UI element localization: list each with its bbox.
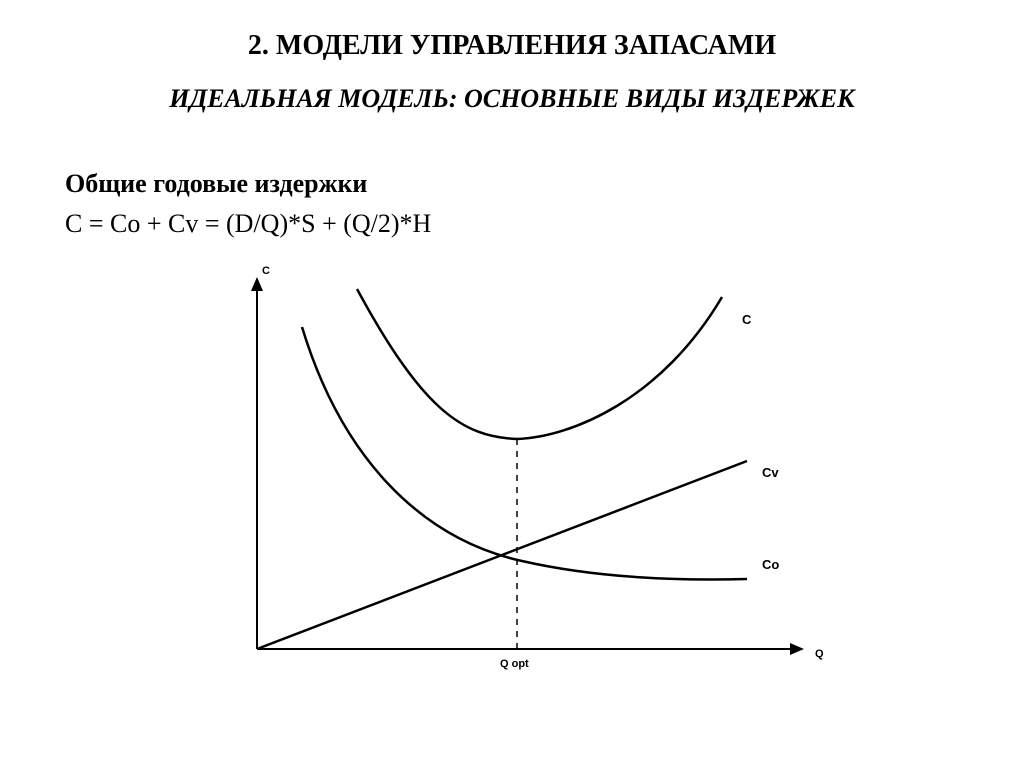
cost-chart: C Q Q opt C Cv Co — [162, 259, 862, 689]
body-heading: Общие годовые издержки — [50, 169, 974, 199]
svg-text:Cv: Cv — [762, 465, 779, 480]
formula-text: C = Co + Cv = (D/Q)*S + (Q/2)*H — [50, 209, 974, 239]
page-subtitle: ИДЕАЛЬНАЯ МОДЕЛЬ: ОСНОВНЫЕ ВИДЫ ИЗДЕРЖЕК — [50, 84, 974, 114]
svg-text:C: C — [262, 265, 270, 277]
chart-container: C Q Q opt C Cv Co — [50, 259, 974, 689]
page-title: 2. МОДЕЛИ УПРАВЛЕНИЯ ЗАПАСАМИ — [50, 30, 974, 62]
svg-text:Q: Q — [815, 648, 824, 660]
svg-text:Co: Co — [762, 557, 779, 572]
svg-text:Q opt: Q opt — [500, 658, 529, 670]
svg-text:C: C — [742, 312, 752, 327]
